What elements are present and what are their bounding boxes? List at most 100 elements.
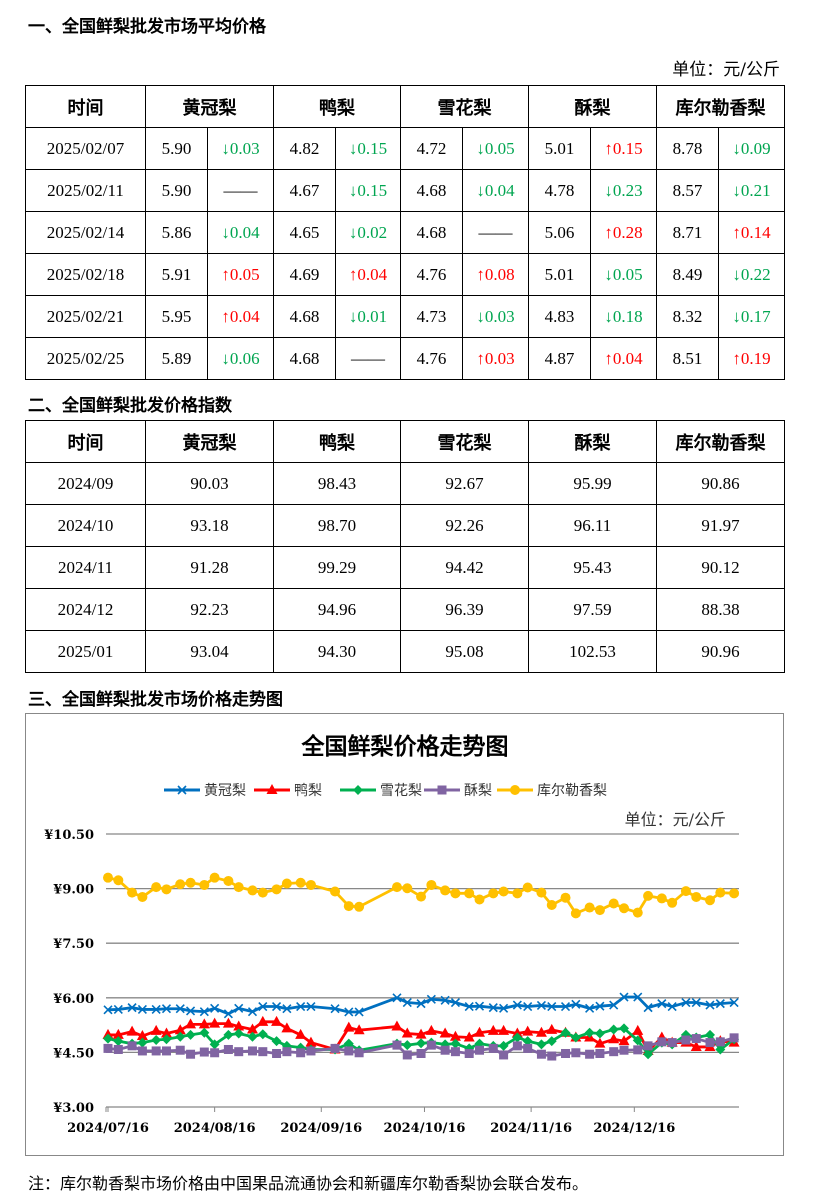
data-point [306,1001,316,1012]
unit-label: 单位：元/公斤 [672,60,780,80]
data-point [522,1025,534,1036]
data-point [690,1040,702,1051]
change-cell: ↑0.14 [718,211,785,254]
data-point [705,1038,715,1048]
price-cell: 4.68 [273,337,336,380]
data-point [416,1048,426,1058]
change-cell: ↑0.03 [462,337,529,380]
change-cell: ↑0.08 [462,253,529,296]
data-point [401,1027,413,1038]
data-point [257,1029,268,1040]
change-cell: ↑0.28 [590,211,657,254]
data-point [570,1032,581,1043]
data-point [691,1034,701,1044]
data-point [344,1007,354,1017]
data-point [705,895,715,906]
data-point [691,891,702,902]
series-line [107,995,735,1016]
change-cell: ↑0.04 [207,295,274,338]
data-point [426,879,437,890]
data-point [233,1020,245,1031]
data-point [619,1023,629,1034]
data-point [234,1003,244,1013]
data-point [175,1031,186,1042]
index-cell: 94.30 [273,630,401,673]
price-cell: 8.49 [656,253,719,296]
data-point [258,1001,268,1012]
change-cell: ↑0.04 [590,337,657,380]
price-cell: 8.51 [656,337,719,380]
change-cell: ↓0.06 [207,337,274,380]
price-cell: 5.89 [145,337,208,380]
data-point [281,1040,292,1051]
column-header: 雪花梨 [400,420,529,463]
data-point [271,1036,282,1047]
legend-label: 鸭梨 [294,783,322,799]
data-point [691,997,701,1008]
data-point [113,1044,123,1054]
data-point [512,1041,522,1051]
change-cell: ↓0.02 [335,211,401,254]
date-cell: 2025/02/11 [25,169,146,212]
index-cell: 91.28 [145,546,274,589]
data-point [547,1001,557,1012]
change-cell: ↓0.09 [718,127,785,170]
price-cell: 5.90 [145,169,208,212]
chart-series [102,872,740,1061]
index-cell: 90.96 [656,630,785,673]
data-point [715,1037,725,1047]
data-point [296,1048,306,1058]
y-tick-label: ¥3.00 [53,1101,94,1116]
data-point [570,908,581,919]
x-tick-label: 2024/09/16 [280,1121,362,1136]
data-point [415,1028,427,1039]
data-point [729,997,739,1008]
change-cell: ↑0.04 [335,253,401,296]
data-point [547,1051,557,1061]
data-point [439,1027,451,1038]
data-point [535,1026,547,1037]
data-point [353,785,363,795]
data-point [199,879,210,890]
data-point [113,1004,123,1015]
price-cell: 5.01 [528,127,591,170]
column-header: 黄冠梨 [145,420,274,463]
data-point [619,903,629,914]
data-point [463,1031,475,1042]
section3-title: 三、全国鲜梨批发市场价格走势图 [28,690,283,710]
index-cell: 98.43 [273,462,401,505]
data-point [305,1036,317,1047]
index-cell: 90.86 [656,462,785,505]
change-cell: ↓0.03 [462,295,529,338]
data-point [199,1007,209,1017]
data-point [161,884,172,895]
change-cell: ↓0.21 [718,169,785,212]
data-point [199,1047,209,1057]
data-point [498,886,509,897]
data-point [536,1049,546,1059]
change-cell: —— [207,169,274,212]
data-point [354,1007,364,1017]
data-point [343,1021,355,1032]
table-row: 2025/02/07 5.90 ↓0.03 4.82 ↓0.15 4.72 ↓0.05 5.0… [25,127,785,170]
data-point [330,1004,340,1014]
section2-title: 二、全国鲜梨批发价格指数 [28,396,232,416]
data-point [416,999,426,1009]
data-point [391,882,402,893]
data-point [512,1032,523,1043]
data-point [103,872,113,883]
table-row: 2024/11 91.28 99.29 94.42 95.43 90.12 [25,546,785,589]
data-point [571,1048,581,1058]
data-point [523,1043,533,1053]
data-point [510,785,520,795]
data-point [619,992,629,1002]
index-cell: 95.99 [528,462,657,505]
legend-item: 库尔勒香梨 [497,783,607,799]
y-tick-label: ¥7.50 [53,937,94,952]
data-point [223,1044,233,1054]
data-point [498,1024,510,1035]
data-point [271,1015,283,1026]
data-point [729,1033,739,1043]
average-price-table: 时间 黄冠梨 鸭梨 雪花梨 酥梨 库尔勒香梨 2025/02/07 5.90 ↓0.03 4.8… [25,85,785,380]
y-tick-label: ¥10.50 [44,828,94,843]
